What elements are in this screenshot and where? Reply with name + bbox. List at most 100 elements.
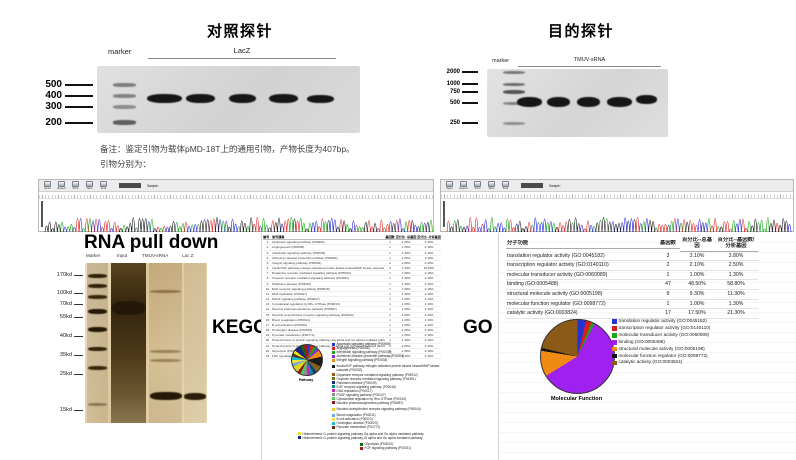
legend-swatch <box>332 397 335 401</box>
go-cell-genes: 17 <box>656 309 680 319</box>
kegg-cell-pct-analyzed: 2.10% <box>424 307 434 312</box>
print-button[interactable]: Print <box>70 180 81 191</box>
legend-swatch <box>332 422 335 425</box>
sample-name-box <box>521 183 543 188</box>
go-cell-pct-analyzed: 1.30% <box>714 271 758 281</box>
kegg-table-row: 21 Heterotrimeric G-protein signaling pat… <box>263 344 441 349</box>
gel-band <box>607 97 632 107</box>
legend-label: Blood coagulation (P00011) <box>336 413 376 418</box>
go-cell-genes: 2 <box>656 261 680 271</box>
dna-ladder-row: 500 <box>440 100 482 106</box>
pulldown-lane-label: Lac Z <box>182 253 194 258</box>
kegg-cell-genes: 1 <box>389 333 391 338</box>
toolbar-buttons: Open Export Print Next Find <box>42 180 109 191</box>
go-cell-genes: 1 <box>656 271 680 281</box>
next-button[interactable]: Next <box>486 180 497 191</box>
mw-row: 25kd <box>42 371 83 377</box>
print-button[interactable]: Print <box>472 180 483 191</box>
legend-label: FGF signaling pathway (P00021) <box>364 446 412 451</box>
legend-label: Heterotrimeric G-protein signaling pathw… <box>302 431 424 436</box>
kegg-header-cell: 基因数 <box>385 235 395 239</box>
export-button[interactable]: Export <box>56 180 67 191</box>
kegg-cell-index: 12 <box>265 297 270 302</box>
ladder-tick-line <box>462 122 478 124</box>
kegg-pie-chart <box>291 344 323 376</box>
mw-tick-line <box>74 373 83 375</box>
open-button[interactable]: Open <box>444 180 455 191</box>
legend-label: PDGF signaling pathway (P00047) <box>336 392 386 397</box>
kegg-cell-genes: 1 <box>389 307 391 312</box>
kegg-cell-pct-total: 1.30% <box>401 297 411 302</box>
mw-label: 55kd <box>59 314 72 320</box>
go-cell-function: catalytic activity (GO:0003824) <box>506 309 656 319</box>
next-icon <box>488 180 495 188</box>
pulldown-lane-label: TMUV-sRNA <box>142 253 169 258</box>
kegg-legend-item: Dopamine receptor mediated signaling pat… <box>332 373 445 377</box>
go-table-row: binding (GO:0005488) 47 48.50% 58.80% <box>506 280 758 290</box>
kegg-header-cell: 编号 <box>263 235 270 239</box>
go-cell-pct-analyzed: 1.30% <box>714 300 758 310</box>
mw-label: 100kd <box>56 290 72 296</box>
marker-band <box>113 120 136 125</box>
kegg-cell-genes: 1 <box>389 281 391 286</box>
pulldown-lane-label: Input <box>117 253 128 258</box>
legend-label: transcription regulator activity (GO:014… <box>618 324 711 330</box>
kegg-legend-item: B cell activation (P00010) <box>332 417 445 421</box>
mw-tick-line <box>74 292 83 294</box>
legend-swatch <box>332 377 335 381</box>
kegg-cell-index: 9 <box>266 281 269 286</box>
go-table-row: catalytic activity (GO:0003824) 17 17.50% 2… <box>506 309 758 319</box>
open-button[interactable]: Open <box>42 180 53 191</box>
kegg-legend-item: Oxytocin receptor mediated signaling pat… <box>332 377 445 381</box>
next-button[interactable]: Next <box>84 180 95 191</box>
legend-label: Huntington disease (P00029) <box>336 421 378 426</box>
kegg-cell-pathway: DNA replication (P00017) <box>272 291 307 296</box>
sequence-ruler <box>39 192 433 199</box>
mw-tick-line <box>74 316 83 318</box>
mw-row: 170kd <box>42 272 83 278</box>
find-button[interactable]: Find <box>500 180 511 191</box>
legend-swatch <box>332 342 335 346</box>
legend-swatch <box>612 319 617 324</box>
print-icon <box>72 180 79 188</box>
legend-swatch <box>332 401 335 405</box>
kegg-table-row: 16 Blood coagulation (P00011) 1 1.30% 2.10% <box>263 318 441 323</box>
kegg-cell-pct-total: 1.30% <box>401 276 411 281</box>
kegg-cell-pathway: EGF receptor signaling pathway (P00018) <box>272 286 330 291</box>
legend-label: Parkinson disease (P00049) <box>336 380 377 385</box>
pulldown-band <box>150 359 181 362</box>
export-icon <box>460 180 467 188</box>
pulldown-band <box>150 350 181 353</box>
pulldown-lane <box>87 263 108 423</box>
kegg-cell-index: 6 <box>266 266 269 271</box>
mw-tick-line <box>74 335 83 337</box>
go-cell-pct-analyzed: 3.80% <box>714 252 758 262</box>
export-icon <box>58 180 65 188</box>
export-button[interactable]: Export <box>458 180 469 191</box>
next-icon <box>86 180 93 188</box>
kegg-cell-pct-total: 1.30% <box>401 250 411 255</box>
kegg-cell-genes: 1 <box>389 317 391 322</box>
kegg-cell-pct-analyzed: 4.20% <box>424 343 434 348</box>
find-icon <box>100 180 107 188</box>
kegg-legend-item: Parkinson disease (P00049) <box>332 381 445 385</box>
sample-name-box <box>119 183 141 188</box>
kegg-table-row: 11 DNA replication (P00017) 1 1.30% 2.10% <box>263 291 441 298</box>
kegg-cell-index: 15 <box>265 312 270 317</box>
dna-ladder-row: 250 <box>440 120 482 126</box>
kegg-cell-pct-analyzed: 2.10% <box>424 302 434 307</box>
legend-label: binding (GO:0005488) <box>618 338 665 344</box>
kegg-cell-genes: 1 <box>389 240 391 245</box>
dna-ladder-label: 250 <box>449 120 460 126</box>
find-button[interactable]: Find <box>98 180 109 191</box>
kegg-header-cell: 信号通路 <box>272 235 285 239</box>
control-gel <box>97 66 360 133</box>
go-cell-function: structural molecule activity (GO:0005198… <box>506 290 656 300</box>
go-cell-function: molecular transducer activity (GO:006008… <box>506 271 656 281</box>
dna-ladder-label: 200 <box>45 117 62 128</box>
marker-band <box>503 83 525 86</box>
gel-band <box>269 94 298 103</box>
legend-swatch <box>332 381 335 385</box>
marker-label: marker <box>108 47 132 56</box>
